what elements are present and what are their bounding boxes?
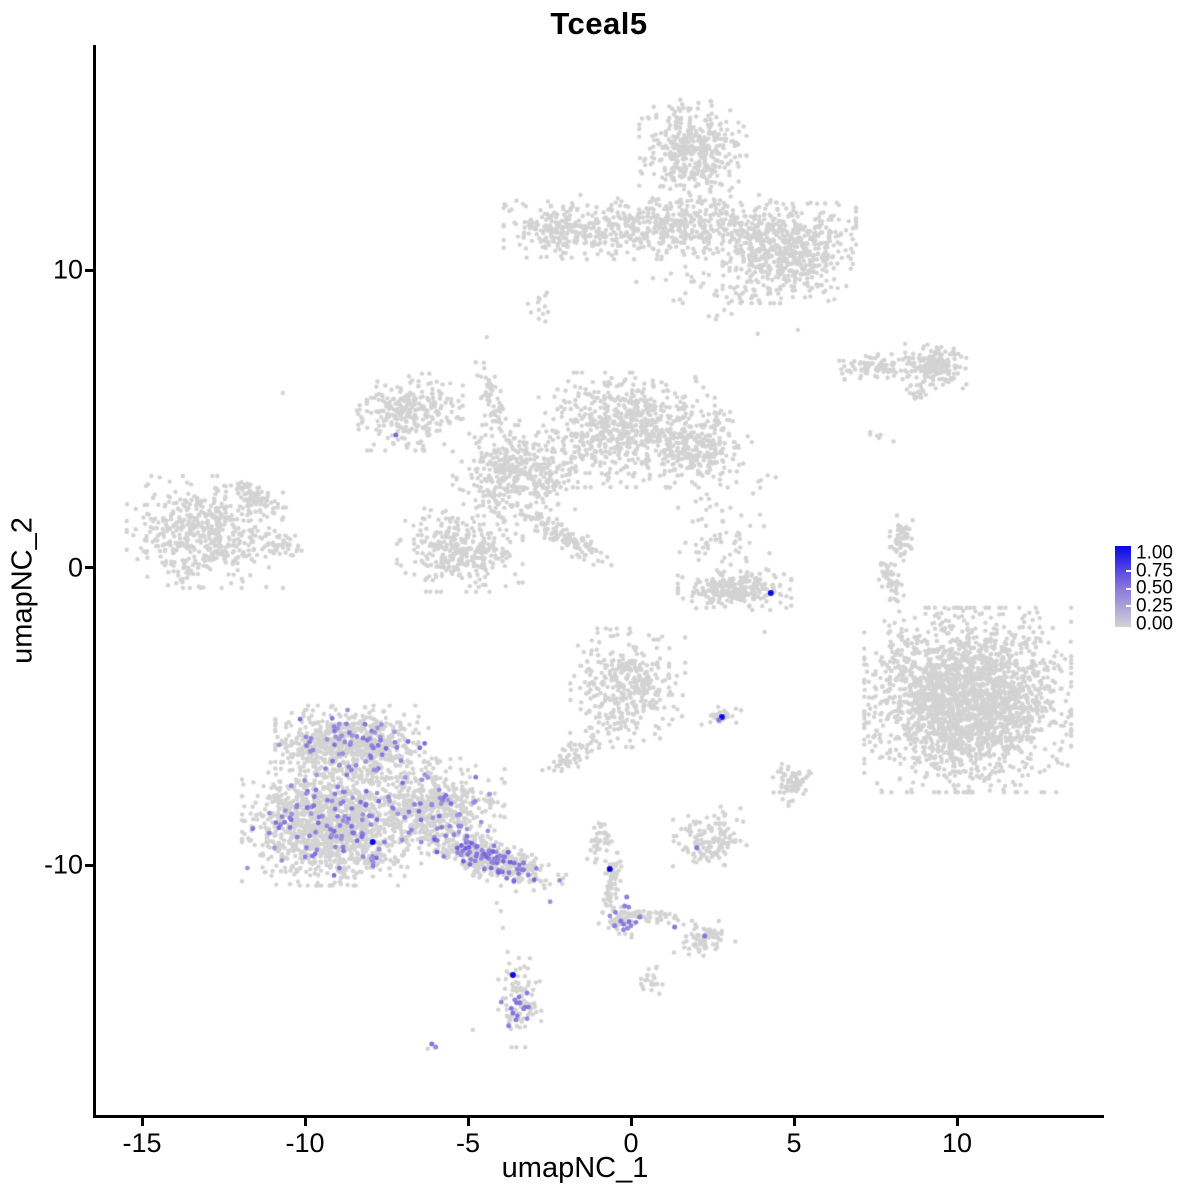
x-tick-mark <box>467 1118 470 1126</box>
y-tick-mark <box>85 269 93 272</box>
colorbar-label: 0.25 <box>1136 595 1173 617</box>
x-tick-mark <box>304 1118 307 1126</box>
y-tick-label: 0 <box>67 552 83 583</box>
x-tick-label: -5 <box>455 1128 481 1158</box>
x-tick-label: -10 <box>285 1128 325 1158</box>
x-tick-label: -15 <box>122 1128 162 1158</box>
y-tick-mark <box>85 864 93 867</box>
colorbar-tick <box>1126 587 1131 590</box>
x-tick-mark <box>956 1118 959 1126</box>
colorbar-tick <box>1126 569 1131 572</box>
y-tick-label: -10 <box>43 849 83 880</box>
colorbar-label: 1.00 <box>1136 542 1173 564</box>
x-tick-mark <box>793 1118 796 1126</box>
x-tick-label: 0 <box>623 1128 639 1158</box>
colorbar-label: 0.50 <box>1136 577 1173 599</box>
expression-colorbar-legend: 1.00 0.75 0.50 0.25 0.00 <box>1109 538 1200 638</box>
x-axis-line <box>93 1115 1104 1118</box>
colorbar-label: 0.00 <box>1136 613 1173 635</box>
x-axis-title: umapNC_1 <box>501 1152 649 1184</box>
colorbar-label: 0.75 <box>1136 560 1173 582</box>
y-axis-line <box>93 45 96 1118</box>
x-tick-label: 5 <box>786 1128 802 1158</box>
x-tick-mark <box>630 1118 633 1126</box>
colorbar-gradient <box>1115 546 1131 627</box>
x-tick-label: 10 <box>941 1128 973 1158</box>
y-axis-title: umapNC_2 <box>6 517 39 664</box>
y-tick-label: 10 <box>52 254 83 285</box>
y-tick-mark <box>85 566 93 569</box>
colorbar-tick <box>1126 605 1131 607</box>
x-tick-mark <box>141 1118 144 1126</box>
